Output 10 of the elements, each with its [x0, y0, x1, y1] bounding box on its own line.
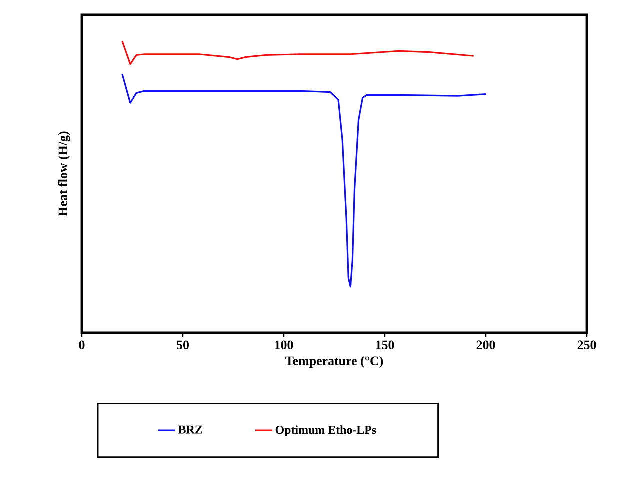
x-tick-label: 0	[79, 340, 85, 350]
y-axis-title: Heat flow (H/g)	[58, 132, 70, 217]
x-tick-label: 100	[275, 340, 294, 350]
x-tick-label: 150	[376, 340, 394, 350]
legend-label: Optimum Etho-LPs	[276, 426, 376, 437]
x-tick-label: 250	[578, 340, 596, 350]
legend-label: BRZ	[178, 426, 202, 434]
x-tick-label: 200	[476, 340, 496, 350]
x-axis-title: Temperature (°C)	[286, 356, 384, 368]
x-tick-label: 50	[177, 340, 189, 350]
